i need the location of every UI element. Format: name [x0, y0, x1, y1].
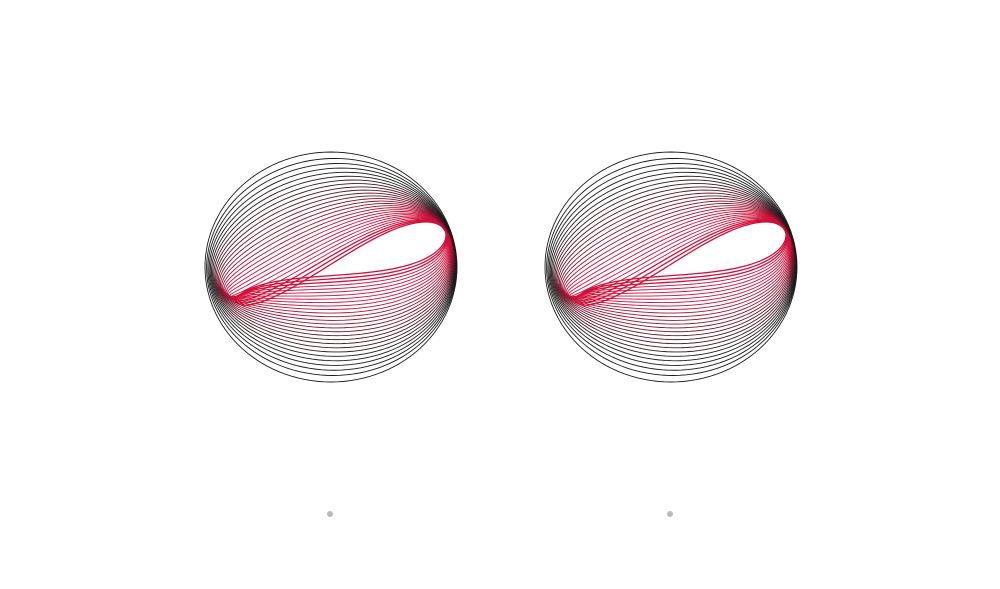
ring-line [222, 205, 453, 318]
ring-line [204, 151, 458, 383]
ring-line [209, 171, 457, 362]
ring-line [556, 192, 795, 337]
ring-line [206, 157, 458, 376]
ring-line [233, 219, 448, 302]
ring-line [224, 209, 452, 310]
ring-line [215, 189, 455, 341]
ring-line [571, 217, 789, 299]
ring-line [544, 151, 798, 383]
ring-line [563, 207, 792, 314]
ring-line [548, 167, 797, 366]
ring-line [555, 189, 795, 341]
ring-line [217, 195, 454, 333]
ring-line [223, 207, 452, 314]
ring-line [218, 198, 454, 329]
ring-line [229, 216, 450, 298]
ring-line [569, 215, 790, 297]
ring-line [213, 183, 456, 349]
ring-line [569, 216, 790, 298]
pager-dot-right[interactable] [667, 511, 673, 517]
ring-line [232, 219, 449, 300]
ring-line [231, 217, 449, 299]
ring-line [228, 214, 451, 300]
ring-line [552, 179, 796, 353]
ring-line [568, 214, 791, 300]
ring-line [234, 220, 448, 304]
ring-line [572, 219, 789, 300]
left-artwork [204, 151, 458, 383]
ring-line [219, 200, 454, 325]
ring-line [574, 220, 788, 304]
ring-line [225, 210, 451, 307]
ring-line [547, 163, 797, 371]
ring-line [549, 171, 797, 362]
pager-dot-left[interactable] [327, 511, 333, 517]
ring-line [550, 175, 796, 357]
ring-line [564, 209, 792, 310]
ring-line [566, 212, 791, 304]
right-artwork [544, 151, 798, 383]
ring-line [208, 167, 457, 366]
ring-line [226, 212, 451, 304]
ring-line [214, 186, 455, 345]
ring-line [558, 198, 794, 329]
ring-line [554, 186, 795, 345]
ring-line [235, 221, 447, 306]
ring-line [562, 205, 793, 318]
ring-line [546, 157, 798, 376]
ring-line [212, 179, 456, 353]
ring-line [210, 175, 456, 357]
ring-line [229, 215, 450, 297]
ring-line [565, 210, 791, 307]
ring-line [216, 192, 455, 337]
ring-line [575, 221, 787, 306]
ring-line [573, 219, 788, 302]
ring-line [559, 200, 794, 325]
ring-line [557, 195, 794, 333]
ring-line [553, 183, 796, 349]
ring-line [561, 202, 793, 321]
ring-line [207, 163, 457, 371]
ring-line [221, 202, 453, 321]
